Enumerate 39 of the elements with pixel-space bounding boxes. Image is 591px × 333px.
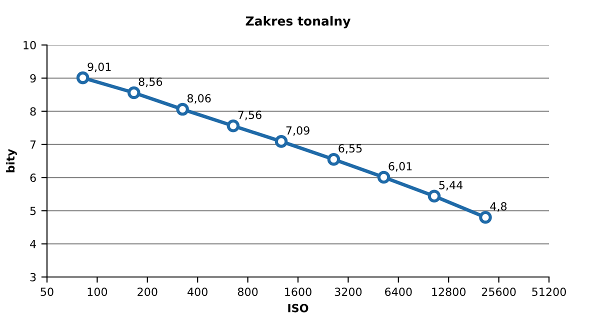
- y-tick-label: 7: [30, 140, 36, 149]
- y-tick-label: 10: [24, 40, 36, 50]
- x-tick-label: 400: [188, 288, 208, 296]
- x-tick-label: 51200: [532, 288, 566, 296]
- x-tick-label: 25600: [482, 288, 516, 296]
- point: [327, 152, 340, 166]
- point: [128, 86, 140, 100]
- point: [76, 71, 90, 84]
- point: [226, 119, 240, 132]
- y-tick-label: 4: [30, 240, 36, 248]
- y-tick-label: 9: [30, 74, 36, 83]
- data-label: 7,56: [238, 110, 262, 120]
- data-label: 6,55: [338, 144, 362, 154]
- data-label: 4,8: [490, 202, 507, 212]
- point: [377, 170, 390, 184]
- data-label: 6,01: [388, 162, 412, 172]
- x-tick-label: 800: [238, 288, 258, 296]
- point: [176, 102, 189, 116]
- x-tick-label: 1600: [285, 288, 312, 296]
- data-label: 9,01: [88, 62, 111, 72]
- x-axis-title: ISO: [288, 304, 308, 312]
- y-tick-label: 3: [30, 272, 36, 282]
- x-tick-label: 3200: [334, 288, 362, 296]
- y-tick-label: 5: [30, 206, 36, 216]
- y-axis-title: bity: [6, 149, 17, 172]
- chart-title: Zakres tonalny: [246, 16, 351, 28]
- data-label: 5,44: [439, 181, 463, 190]
- data-label: 8,56: [138, 78, 162, 88]
- y-tick-label: 8: [30, 107, 36, 116]
- data-label: 8,06: [187, 94, 211, 104]
- x-tick-label: 50: [40, 288, 54, 296]
- point: [428, 190, 441, 203]
- x-tick-label: 100: [88, 288, 108, 296]
- x-tick-label: 6400: [385, 288, 412, 296]
- x-tick-label: 12800: [432, 288, 466, 296]
- point: [479, 210, 492, 224]
- data-label: 7,09: [286, 126, 310, 136]
- y-tick-label: 6: [30, 174, 36, 182]
- x-tick-label: 200: [138, 288, 158, 296]
